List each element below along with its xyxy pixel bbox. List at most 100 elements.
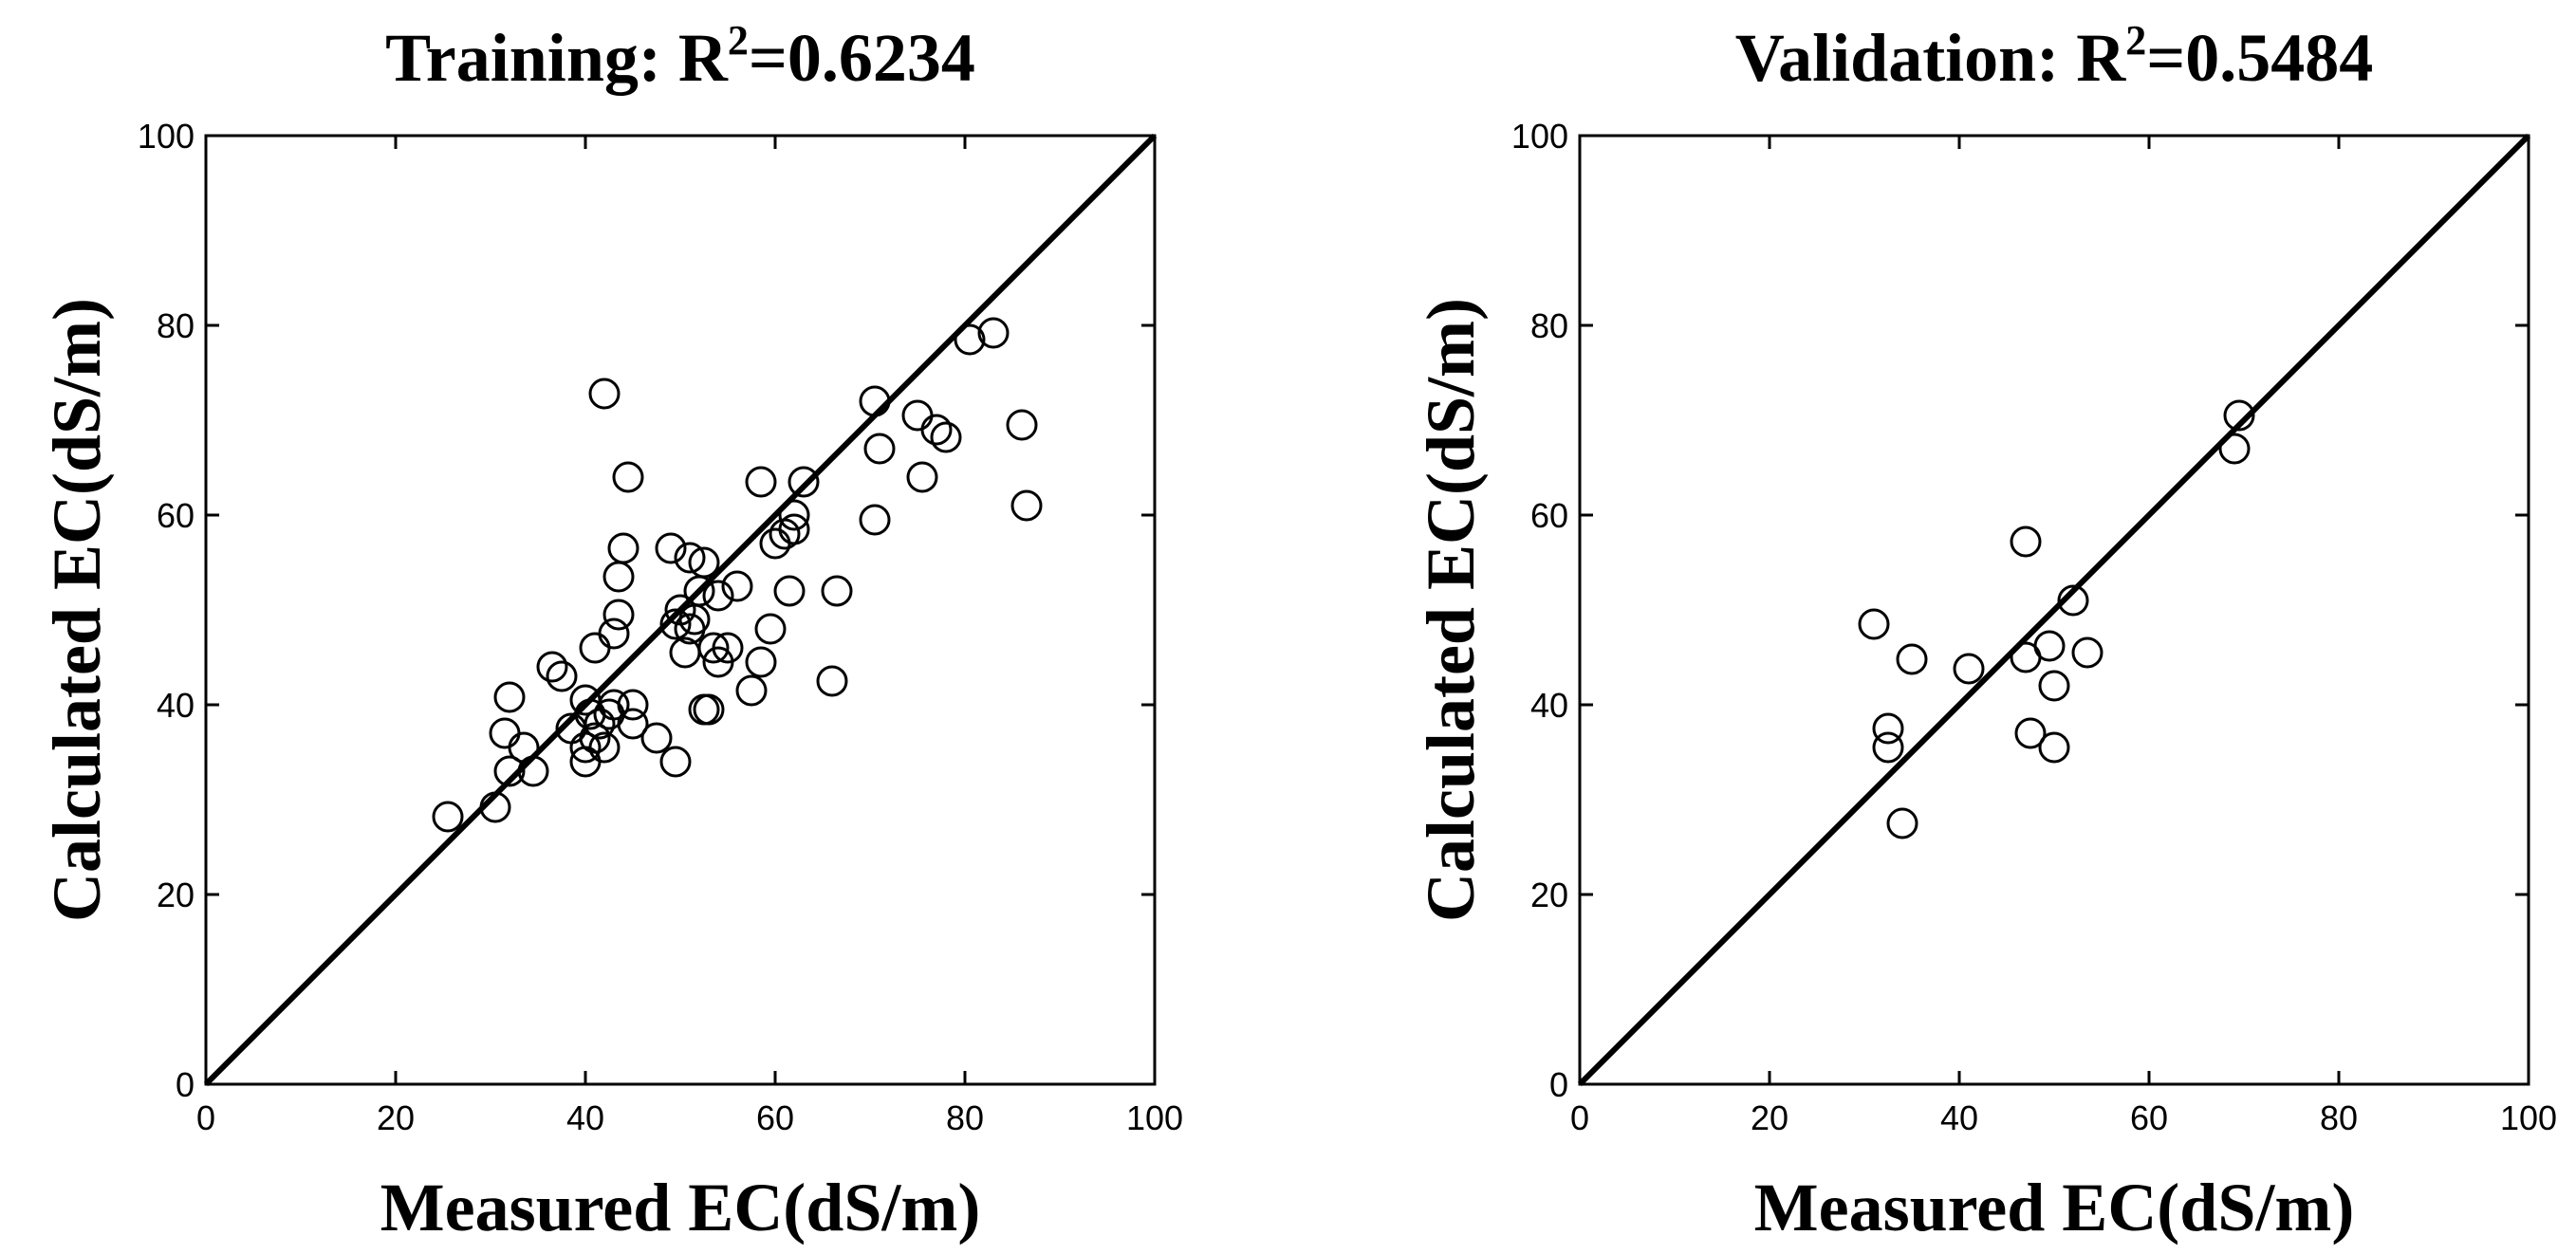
validation-data-point <box>2218 433 2251 465</box>
validation-data-point <box>2014 717 2047 749</box>
validation-chart-title: Validation: R2=0.5484 <box>1735 17 2373 96</box>
validation-one-to-one-line <box>1577 133 2531 1087</box>
training-data-point <box>674 542 706 574</box>
training-data-point <box>930 421 962 453</box>
validation-y-axis-title: Calculated EC(dS/m) <box>1413 298 1489 922</box>
training-y-tick-label: 20 <box>157 876 195 914</box>
training-data-point <box>778 513 810 545</box>
validation-x-tick-label: 20 <box>1751 1098 1788 1137</box>
training-y-tick-label: 40 <box>157 686 195 725</box>
validation-x-tick-label: 60 <box>2130 1098 2168 1137</box>
validation-data-point <box>1953 653 1985 685</box>
validation-x-tick-label: 80 <box>2320 1098 2358 1137</box>
training-data-point <box>693 693 725 726</box>
validation-data-point <box>2223 399 2255 432</box>
training-data-point <box>569 731 602 764</box>
training-data-point <box>432 801 464 833</box>
training-ticks: 0 20 40 60 80 100 0 20 40 60 80 100 <box>138 117 1183 1137</box>
validation-data-point <box>2038 670 2070 702</box>
validation-data-point <box>2010 526 2042 558</box>
training-data-point <box>479 791 511 823</box>
validation-y-tick-label: 80 <box>1530 306 1568 345</box>
training-data-point <box>721 570 753 602</box>
validation-data-point <box>1858 608 1890 640</box>
training-data-point <box>493 681 526 713</box>
training-chart: Training: R2=0.6234 0 20 40 60 80 100 0 20 40 60 8… <box>39 17 1183 1245</box>
training-data-point <box>920 414 953 446</box>
training-data-point <box>954 323 986 356</box>
validation-points <box>1858 399 2255 839</box>
validation-data-point <box>1872 731 1904 764</box>
training-data-point <box>612 461 644 493</box>
training-data-point <box>1010 489 1043 522</box>
training-x-tick-label: 40 <box>566 1098 604 1137</box>
training-data-point <box>712 632 744 664</box>
training-chart-title: Training: R2=0.6234 <box>385 17 975 96</box>
training-data-point <box>702 580 734 612</box>
training-data-point <box>977 317 1010 349</box>
training-data-point <box>773 575 806 607</box>
validation-x-tick-label: 100 <box>2500 1098 2557 1137</box>
training-x-tick-label: 100 <box>1126 1098 1183 1137</box>
training-x-tick-label: 60 <box>756 1098 794 1137</box>
training-data-point <box>588 731 621 764</box>
validation-y-tick-label: 0 <box>1549 1065 1568 1104</box>
training-data-point <box>816 665 848 697</box>
validation-x-tick-label: 0 <box>1570 1098 1589 1137</box>
validation-x-tick-label: 40 <box>1940 1098 1978 1137</box>
training-x-axis-title: Measured EC(dS/m) <box>380 1170 981 1245</box>
training-data-point <box>863 433 896 465</box>
training-data-point <box>659 746 692 778</box>
training-data-point <box>754 613 787 645</box>
training-data-point <box>859 385 891 417</box>
training-data-point <box>745 646 777 678</box>
validation-data-point <box>1872 712 1904 745</box>
validation-data-point <box>2038 731 2070 764</box>
training-data-point <box>788 466 820 498</box>
validation-data-point <box>1886 807 1918 839</box>
training-y-tick-label: 100 <box>138 117 195 156</box>
training-y-tick-label: 60 <box>157 496 195 535</box>
training-data-point <box>821 575 853 607</box>
training-x-tick-label: 0 <box>196 1098 215 1137</box>
training-data-point <box>598 618 630 650</box>
validation-chart: Validation: R2=0.5484 0 20 40 60 80 100 0 20 40 6… <box>1413 17 2557 1245</box>
validation-data-point <box>2057 584 2089 617</box>
validation-data-point <box>2033 630 2066 662</box>
training-x-tick-label: 20 <box>377 1098 415 1137</box>
training-data-point <box>617 708 649 740</box>
training-data-point <box>659 608 692 640</box>
validation-data-point <box>1896 643 1928 675</box>
training-data-point <box>906 461 938 493</box>
training-data-point <box>745 466 777 498</box>
validation-ticks: 0 20 40 60 80 100 0 20 40 60 80 100 <box>1511 117 2557 1137</box>
training-data-point <box>617 689 649 721</box>
training-data-point <box>536 651 568 683</box>
validation-y-tick-label: 100 <box>1511 117 1568 156</box>
training-data-point <box>579 722 611 754</box>
validation-y-tick-label: 40 <box>1530 686 1568 725</box>
training-y-axis-title: Calculated EC(dS/m) <box>39 298 115 922</box>
training-data-point <box>602 599 635 631</box>
validation-y-tick-label: 60 <box>1530 496 1568 535</box>
training-data-point <box>640 722 673 754</box>
training-data-point <box>598 689 630 721</box>
training-data-point <box>546 660 578 692</box>
training-data-point <box>588 378 621 410</box>
training-data-point <box>517 755 549 787</box>
training-data-point <box>1006 409 1038 441</box>
training-y-tick-label: 0 <box>176 1065 195 1104</box>
training-x-tick-label: 80 <box>946 1098 984 1137</box>
training-points <box>432 317 1043 833</box>
training-data-point <box>697 632 730 664</box>
validation-data-point <box>2071 636 2103 669</box>
training-data-point <box>655 532 687 564</box>
training-y-tick-label: 80 <box>157 306 195 345</box>
training-data-point <box>493 755 526 787</box>
training-data-point <box>859 504 891 536</box>
training-data-point <box>735 674 768 707</box>
training-data-point <box>607 532 639 564</box>
training-data-point <box>688 546 720 579</box>
validation-y-tick-label: 20 <box>1530 876 1568 914</box>
